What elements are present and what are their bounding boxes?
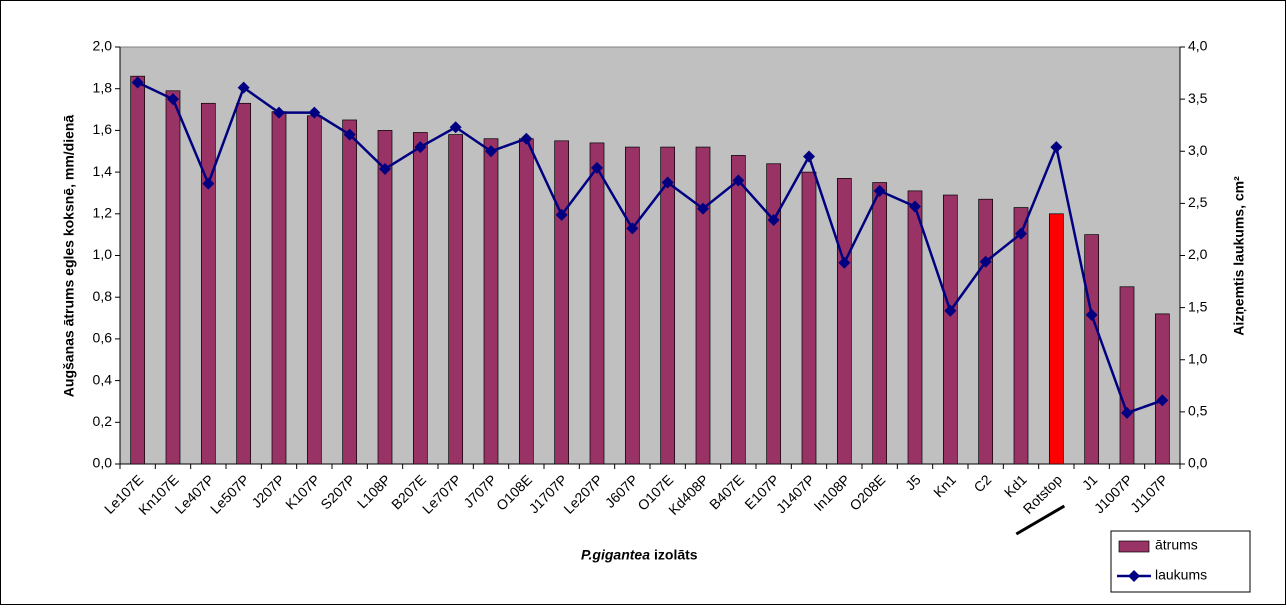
bar: [836, 178, 852, 465]
marker: [732, 174, 745, 187]
legend-swatch: [1128, 570, 1140, 582]
y-tick-label: 2,0: [93, 38, 113, 54]
marker: [520, 132, 533, 145]
y2-tick-label: 2,5: [1188, 194, 1208, 210]
bar: [200, 102, 216, 465]
marker: [661, 176, 674, 189]
plot-area: [119, 46, 1181, 465]
marker: [1015, 227, 1027, 240]
bar: [942, 194, 958, 465]
y-tick-label: 1,0: [93, 246, 113, 262]
bar: [412, 132, 428, 465]
bar: [730, 155, 746, 465]
y2-tick-label: 0,0: [1188, 455, 1208, 471]
bar: [660, 146, 676, 465]
y-tick-label: 0,6: [93, 330, 113, 346]
bar: [165, 90, 181, 465]
bar: [872, 182, 888, 465]
marker: [449, 121, 462, 134]
bar: [554, 140, 570, 465]
bar: [130, 75, 146, 465]
marker: [626, 222, 639, 235]
bar: [483, 138, 499, 465]
marker: [237, 81, 250, 94]
y-tick-label: 1,8: [93, 79, 113, 95]
bar: [271, 111, 287, 465]
bar: [518, 138, 534, 465]
bar: [589, 142, 605, 465]
marker: [1121, 406, 1133, 419]
marker: [379, 162, 391, 175]
marker: [873, 184, 886, 197]
y2-tick-label: 4,0: [1188, 38, 1208, 54]
legend-label: ātrums: [1155, 537, 1198, 553]
bar: [342, 119, 358, 465]
bar: [766, 163, 782, 465]
bar: [1013, 207, 1029, 465]
bar: [448, 134, 464, 465]
y-tick-label: 0,4: [93, 371, 113, 387]
marker: [767, 214, 780, 227]
marker: [1085, 308, 1098, 321]
marker: [1050, 141, 1063, 154]
y-tick-label: 0,0: [93, 455, 113, 471]
y2-tick-label: 3,5: [1188, 90, 1208, 106]
x-axis-title: P.gigantea: [581, 547, 650, 563]
marker: [838, 256, 851, 269]
legend-swatch: [1118, 540, 1150, 553]
marker: [414, 141, 427, 154]
y-tick-label: 0,2: [93, 413, 113, 429]
marker: [202, 177, 215, 190]
y2-tick-label: 1,5: [1188, 298, 1208, 314]
legend-label: laukums: [1155, 567, 1207, 583]
bar: [1048, 213, 1064, 465]
y-tick-label: 0,8: [93, 288, 113, 304]
y2-tick-label: 3,0: [1188, 142, 1208, 158]
marker: [909, 200, 921, 213]
marker: [343, 128, 356, 141]
marker: [697, 202, 709, 215]
marker: [131, 76, 144, 89]
marker: [555, 208, 568, 221]
marker: [591, 161, 603, 174]
bar: [695, 146, 711, 465]
bar: [978, 198, 994, 465]
bar: [1154, 313, 1170, 465]
y-tick-label: 1,4: [93, 163, 113, 179]
y2-tick-label: 1,0: [1188, 350, 1208, 366]
y-tick-label: 1,6: [93, 121, 113, 137]
y-axis-title: Augšanas ātrums egles koksnē, mm/dienā: [61, 115, 77, 398]
bar: [1084, 234, 1100, 465]
marker: [485, 145, 497, 158]
strike: [1015, 504, 1066, 536]
bar: [306, 115, 322, 465]
bar: [801, 171, 817, 465]
marker: [979, 255, 992, 268]
marker: [167, 93, 179, 106]
bar: [907, 190, 923, 465]
marker: [273, 106, 285, 119]
y2-axis-title: Aizņemtis laukums, cm²: [1231, 176, 1247, 336]
bar: [624, 146, 640, 465]
bar: [236, 102, 252, 465]
y2-tick-label: 0,5: [1188, 403, 1208, 419]
marker: [1156, 394, 1169, 407]
x-axis-title: izolāts: [654, 547, 698, 563]
y2-tick-label: 2,0: [1188, 246, 1208, 262]
marker: [944, 304, 957, 317]
y-tick-label: 1,2: [93, 205, 113, 221]
marker: [308, 106, 321, 119]
bar: [377, 130, 393, 465]
marker: [803, 150, 815, 163]
bar: [1119, 286, 1135, 465]
